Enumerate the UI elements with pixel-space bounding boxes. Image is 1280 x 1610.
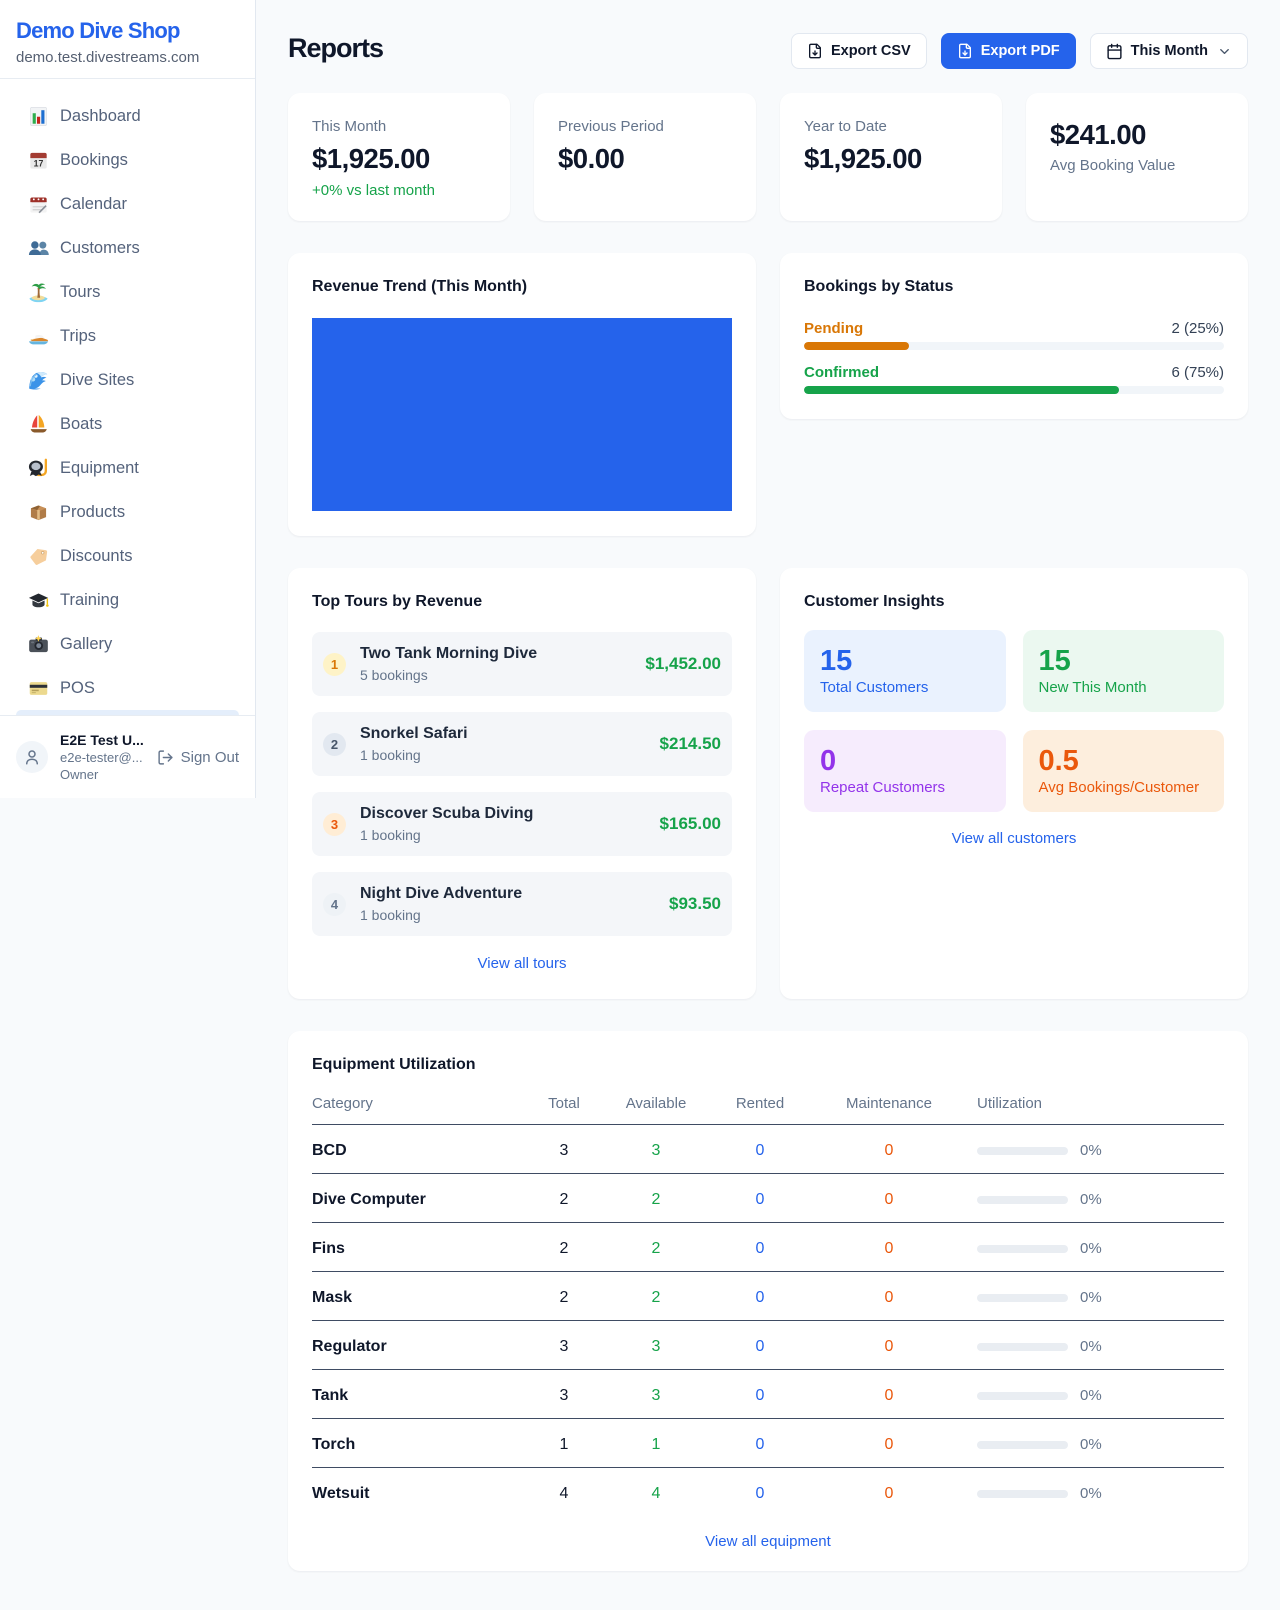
svg-text:17: 17 (34, 158, 44, 168)
